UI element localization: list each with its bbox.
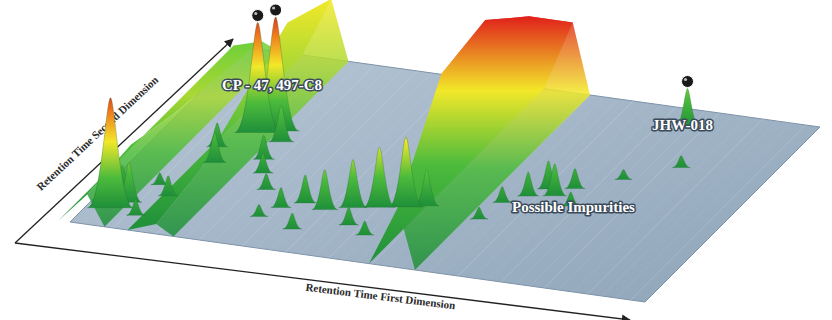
- peak: [312, 170, 338, 210]
- peak: [87, 98, 133, 208]
- peak: [493, 186, 512, 202]
- peak: [253, 153, 273, 173]
- x-axis: [15, 243, 630, 320]
- peak: [672, 156, 690, 168]
- peak: [356, 221, 374, 235]
- peak: [283, 213, 302, 229]
- plane-streak: [616, 123, 791, 298]
- peak-marker: [252, 10, 264, 22]
- peak: [615, 169, 632, 179]
- peak: [158, 176, 178, 196]
- annotation: Possible Impurities: [512, 199, 635, 215]
- peak: [565, 169, 585, 189]
- plane-streak: [631, 125, 806, 300]
- annotation: CP - 47, 497-C8: [222, 77, 322, 93]
- ridge: [369, 16, 573, 263]
- peak: [364, 147, 396, 207]
- peak: [543, 164, 567, 196]
- peak: [126, 199, 145, 215]
- ridge: [128, 0, 332, 230]
- peak: [269, 106, 294, 142]
- peak: [294, 175, 316, 203]
- x-axis-label: Retention Time First Dimension: [305, 281, 456, 312]
- peak: [271, 188, 291, 208]
- chart: Retention Time First DimensionRetention …: [0, 0, 832, 320]
- peak: [470, 207, 488, 219]
- y-axis: [15, 39, 233, 243]
- peak-marker: [682, 76, 694, 88]
- ridge: [59, 41, 263, 220]
- peak: [339, 160, 367, 208]
- peak: [518, 172, 539, 196]
- peak: [250, 204, 268, 216]
- marker-highlight: [272, 6, 275, 9]
- peak: [339, 207, 359, 225]
- peak: [389, 137, 424, 207]
- data-layer: [59, 0, 701, 270]
- peak: [257, 174, 276, 190]
- peak-marker: [270, 4, 282, 16]
- marker-highlight: [254, 12, 257, 15]
- peak: [203, 132, 226, 162]
- marker-highlight: [684, 78, 687, 81]
- annotation: JHW-018: [652, 117, 713, 133]
